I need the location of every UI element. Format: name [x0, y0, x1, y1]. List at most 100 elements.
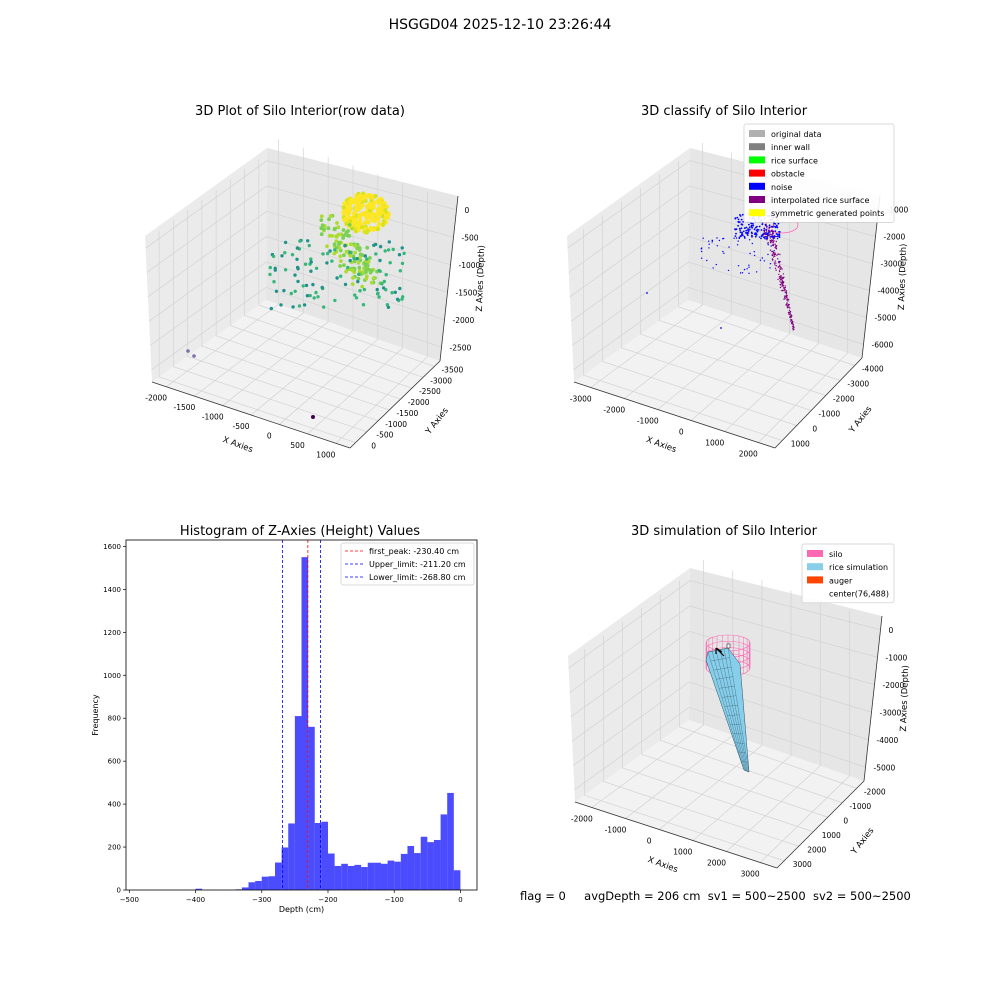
scatter-point: [367, 208, 372, 213]
scatter-point: [771, 229, 773, 231]
scatter-point: [346, 212, 351, 217]
scatter-point: [646, 292, 648, 294]
scatter-point: [778, 270, 781, 273]
scatter-point: [347, 223, 352, 227]
scatter-point: [344, 222, 349, 226]
histogram-bar: [380, 863, 388, 890]
scatter-point: [330, 259, 334, 263]
histogram-bar: [394, 861, 401, 890]
scatter-point: [289, 291, 293, 296]
grid-line-z: [150, 261, 445, 346]
scatter-point: [326, 251, 330, 256]
legend-swatch: [807, 576, 823, 584]
classify-legend: [743, 123, 895, 223]
grid-line-x: [335, 191, 428, 444]
x-tick-label: -2000: [571, 815, 593, 824]
scatter-point: [378, 200, 383, 205]
scatter-point: [769, 226, 771, 228]
scatter-point: [738, 227, 741, 230]
scatter-point: [764, 232, 766, 234]
x-axis-label: X Axies: [645, 435, 678, 455]
y-axis-line: [349, 360, 441, 449]
grid-line-z: [147, 210, 451, 298]
scatter-point: [746, 231, 749, 234]
scatter-point: [351, 276, 355, 280]
scatter-point: [351, 212, 356, 217]
scatter-point: [708, 247, 710, 249]
legend-label: auger: [829, 576, 853, 585]
scatter-point: [779, 268, 782, 270]
z-tick-label: -5000: [874, 763, 896, 772]
scatter-point: [304, 283, 309, 288]
scatter-point: [751, 242, 753, 245]
scatter-point: [388, 261, 392, 265]
scatter-point: [769, 235, 771, 237]
scatter-point: [772, 256, 775, 258]
x-axis-label: Depth (cm): [279, 905, 324, 914]
auger-marker: [726, 643, 731, 649]
scatter-point: [368, 225, 373, 230]
legend-label: obstacle: [771, 170, 805, 179]
scatter-point: [320, 285, 324, 290]
scatter-point: [743, 227, 746, 230]
scatter-point: [398, 269, 402, 273]
surface-mesh-line: [727, 647, 750, 773]
scatter-point: [397, 253, 402, 257]
scatter-point: [314, 290, 318, 295]
scatter-point: [328, 214, 333, 218]
scatter-point: [332, 242, 337, 247]
scatter-point: [776, 226, 779, 229]
scatter-point: [748, 239, 751, 241]
scatter-point: [301, 284, 305, 288]
grid-line-y: [244, 169, 424, 378]
scatter-point: [766, 239, 768, 241]
scatter-point: [311, 282, 315, 287]
scatter-point: [381, 222, 386, 227]
z-tick-label: -2500: [450, 343, 472, 352]
grid-line-x: [658, 580, 763, 830]
histogram-bar: [248, 882, 256, 890]
scatter-point: [760, 237, 762, 240]
x-tick-label: 1000: [316, 450, 335, 459]
scatter-point: [773, 250, 775, 252]
scatter-point: [378, 258, 382, 263]
scatter-point: [357, 227, 361, 232]
legend-swatch: [749, 169, 765, 177]
scatter-point: [782, 282, 785, 284]
scatter-point: [791, 319, 793, 321]
grid-line-y: [660, 594, 843, 804]
grid-line-x: [624, 152, 732, 399]
y-tick-label: 1000: [791, 440, 810, 449]
z-axis-label: Z Axies (Depth): [897, 243, 909, 310]
scatter-point: [772, 230, 774, 233]
grid-line-y: [678, 160, 855, 366]
scatter-point: [773, 262, 776, 264]
histogram-bar: [261, 876, 269, 890]
scatter-point: [774, 267, 777, 269]
scatter-point: [740, 218, 743, 221]
z-tick-label: -2000: [884, 233, 906, 242]
legend-swatch: [749, 143, 765, 151]
histogram-bar: [374, 862, 381, 890]
grid-line-z: [568, 580, 881, 669]
histogram-bar: [308, 726, 315, 890]
scatter-point: [777, 278, 779, 280]
scatter-point: [763, 227, 766, 230]
scatter-point: [271, 254, 276, 259]
scatter-point: [748, 264, 750, 266]
scatter-point: [760, 229, 763, 231]
scatter-point: [364, 274, 369, 278]
scatter-point: [772, 224, 775, 226]
scatter-point: [769, 233, 771, 235]
histogram-bar: [341, 863, 348, 890]
scatter-point: [735, 237, 738, 239]
scatter-point: [789, 307, 791, 309]
status-line: flag = 0 avgDepth = 206 cm sv1 = 500~250…: [520, 889, 911, 903]
scatter-point: [357, 214, 362, 218]
scatter-point: [774, 243, 776, 245]
scatter-point: [759, 259, 762, 261]
scatter-point: [365, 257, 369, 261]
scatter-point: [783, 298, 785, 300]
y-tick-label: -3000: [430, 376, 452, 385]
scatter-point: [321, 252, 325, 256]
